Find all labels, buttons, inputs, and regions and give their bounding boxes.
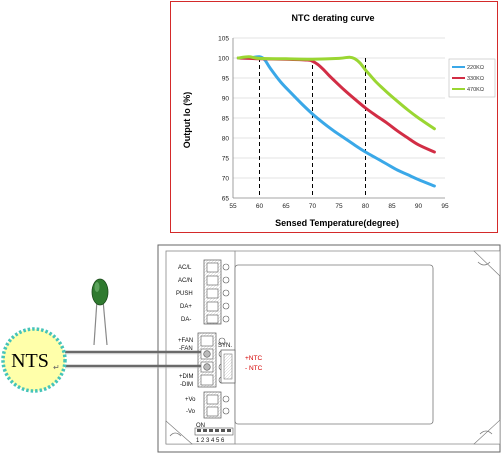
legend-label: 470KΩ (467, 87, 484, 93)
legend-items: 220KΩ 330KΩ 470KΩ (452, 65, 484, 93)
dip-numbers: 1 2 3 4 5 6 (196, 438, 225, 444)
mounting-tab-bottom-right (473, 419, 501, 445)
dip-on-label: ON (196, 423, 205, 429)
terminal-labels-fan-dim: +FAN -FAN +DIM -DIM (178, 338, 194, 388)
terminal-label-acn: AC/N (178, 278, 192, 284)
terminal-label-dim-plus: +DIM (179, 374, 194, 380)
reference-lines (259, 58, 366, 198)
y-tick-label: 105 (218, 36, 229, 43)
x-axis-label: Sensed Temperature(degree) (275, 218, 399, 228)
terminal-label-fan-plus: +FAN (178, 338, 193, 344)
terminal-labels-top: AC/L AC/N PUSH DA+ DA- (176, 265, 193, 323)
nts-sensor: NTS ↵ (1, 327, 67, 393)
chart-title: NTC derating curve (291, 13, 374, 23)
terminal-block-vo: +Vo -Vo (185, 391, 230, 419)
y-axis-label: Output Io (%) (182, 92, 192, 148)
terminal-label-vo-plus: +Vo (185, 397, 196, 403)
syn-label: SYN. (218, 343, 232, 349)
sensor-wires (65, 350, 201, 369)
thermistor-icon (91, 278, 109, 346)
y-tick-label: 80 (222, 136, 230, 143)
terminal-label-vo-minus: -Vo (186, 409, 196, 415)
ntc-minus-label: - NTC (245, 365, 263, 372)
terminal-block-top (203, 259, 230, 325)
terminal-label-acl: AC/L (178, 265, 192, 271)
y-tick-label: 75 (222, 156, 230, 163)
x-tick-label: 90 (415, 203, 423, 210)
nts-label: NTS (11, 350, 49, 372)
x-tick-label: 75 (335, 203, 343, 210)
series-line (236, 55, 436, 188)
series-lines (236, 55, 436, 188)
label-area (234, 264, 434, 425)
chart-frame: 55 60 65 70 75 80 85 90 95 65 70 75 80 85 90 95 100 105 N… (170, 1, 498, 233)
legend-label: 330KΩ (467, 76, 484, 82)
mounting-tab-top-right (473, 250, 501, 277)
terminal-block-fan (197, 332, 226, 388)
tick-labels: 55 60 65 70 75 80 85 90 95 65 70 75 80 85 90 95 100 105 (218, 36, 449, 211)
return-arrow-icon: ↵ (53, 363, 60, 372)
syn-connector: SYN. (218, 343, 236, 384)
x-tick-label: 70 (309, 203, 317, 210)
legend-label: 220KΩ (467, 65, 484, 71)
dip-switch: ON 1 2 3 4 5 6 (194, 423, 234, 444)
x-tick-label: 60 (256, 203, 264, 210)
derating-chart: 55 60 65 70 75 80 85 90 95 65 70 75 80 85 90 95 100 105 N… (182, 13, 496, 228)
y-tick-label: 85 (222, 116, 230, 123)
mounting-tab-bottom-left (165, 420, 193, 445)
y-tick-label: 70 (222, 176, 230, 183)
terminal-label-dim-minus: -DIM (180, 382, 193, 388)
terminal-label-da-plus: DA+ (180, 304, 192, 310)
series-line (236, 55, 436, 131)
terminal-label-fan-minus: -FAN (179, 346, 193, 352)
grid-lines (232, 37, 445, 199)
terminal-label-push: PUSH (176, 291, 193, 297)
y-tick-label: 95 (222, 76, 230, 83)
y-tick-label: 100 (218, 56, 229, 63)
legend: 220KΩ 330KΩ 470KΩ (448, 58, 496, 98)
driver-housing (157, 244, 501, 453)
x-tick-label: 65 (282, 203, 290, 210)
terminal-label-da-minus: DA- (181, 317, 191, 323)
y-tick-label: 65 (222, 196, 230, 203)
ntc-plus-label: +NTC (245, 355, 262, 362)
y-tick-label: 90 (222, 96, 230, 103)
x-tick-label: 55 (229, 203, 237, 210)
x-tick-label: 85 (388, 203, 396, 210)
x-tick-label: 80 (362, 203, 370, 210)
x-tick-label: 95 (441, 203, 449, 210)
terminal-panel (165, 250, 236, 445)
